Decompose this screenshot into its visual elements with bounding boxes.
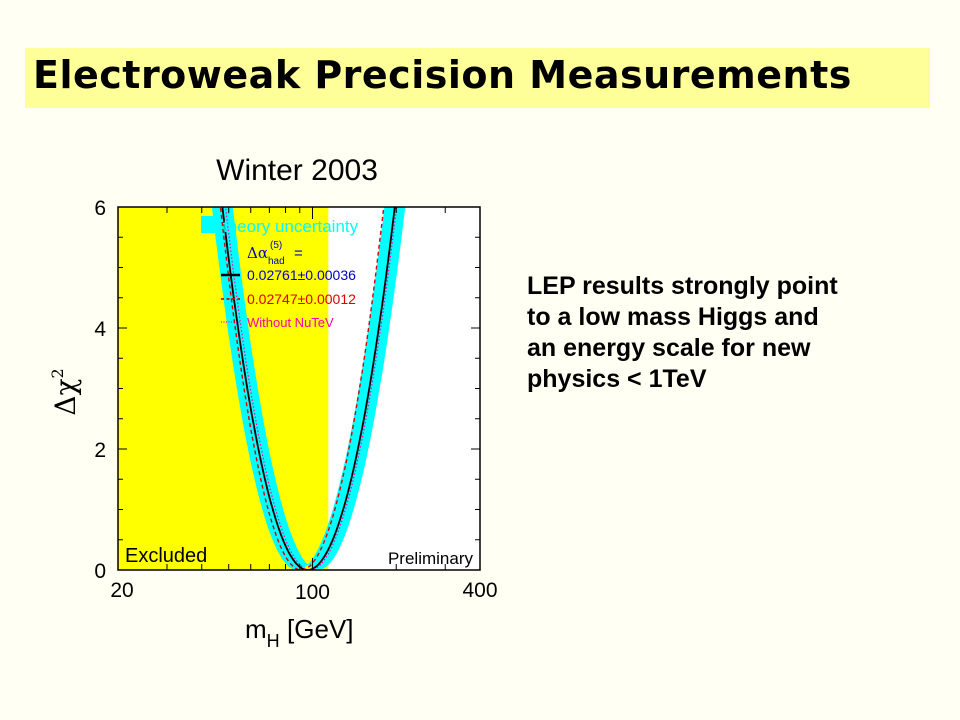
x-axis-label-sub: H <box>267 631 280 651</box>
legend: theory uncertainty Δα (5) had = 0.02761±… <box>201 216 359 330</box>
x-axis-label-unit: [GeV] <box>287 614 353 644</box>
curve-without-nutev <box>224 207 398 570</box>
y-tick-label: 4 <box>94 318 106 341</box>
curve-0.02761 <box>221 207 396 570</box>
legend-alpha-symbol: Δα <box>247 244 268 262</box>
y-axis-label: Δχ2 <box>48 368 82 415</box>
svg-text:mH: mH <box>245 614 280 651</box>
side-note-line: to a low mass Higgs and <box>527 303 819 331</box>
legend-alpha-sup: (5) <box>270 240 282 251</box>
x-tick-label: 100 <box>295 581 330 604</box>
legend-alpha-equals: = <box>294 245 303 262</box>
x-axis-label: mH [GeV] <box>245 614 353 651</box>
side-note-line: physics < 1TeV <box>527 365 707 393</box>
x-axis-label-main: m <box>245 614 267 644</box>
preliminary-label: Preliminary <box>388 549 474 568</box>
legend-entry-2: 0.02747±0.00012 <box>247 291 356 307</box>
legend-entry-3: Without NuTeV <box>247 315 334 330</box>
svg-text:Δχ2: Δχ2 <box>48 368 82 415</box>
legend-band-swatch <box>201 216 219 233</box>
title-band: Electroweak Precision Measurements <box>25 48 930 108</box>
legend-alpha-label: Δα <box>247 244 268 262</box>
x-tick-label: 400 <box>462 579 497 602</box>
chart-title: Winter 2003 <box>216 154 378 187</box>
y-tick-label: 2 <box>94 439 106 462</box>
legend-band-label: theory uncertainty <box>223 217 359 236</box>
y-axis-label-sup: 2 <box>48 368 67 378</box>
slide-title: Electroweak Precision Measurements <box>33 53 852 97</box>
side-note: LEP results strongly point to a low mass… <box>527 271 937 395</box>
plot-frame <box>117 206 481 571</box>
legend-entry-1: 0.02761±0.00036 <box>247 267 356 283</box>
legend-alpha-sub: had <box>268 256 285 267</box>
y-tick-label: 0 <box>94 560 106 583</box>
y-tick-label: 6 <box>94 197 106 220</box>
side-note-line: an energy scale for new <box>527 334 811 362</box>
excluded-label: Excluded <box>125 545 207 567</box>
y-axis-label-base: Δχ <box>49 378 82 415</box>
side-note-line: LEP results strongly point <box>527 272 838 300</box>
x-tick-label: 20 <box>110 579 133 602</box>
